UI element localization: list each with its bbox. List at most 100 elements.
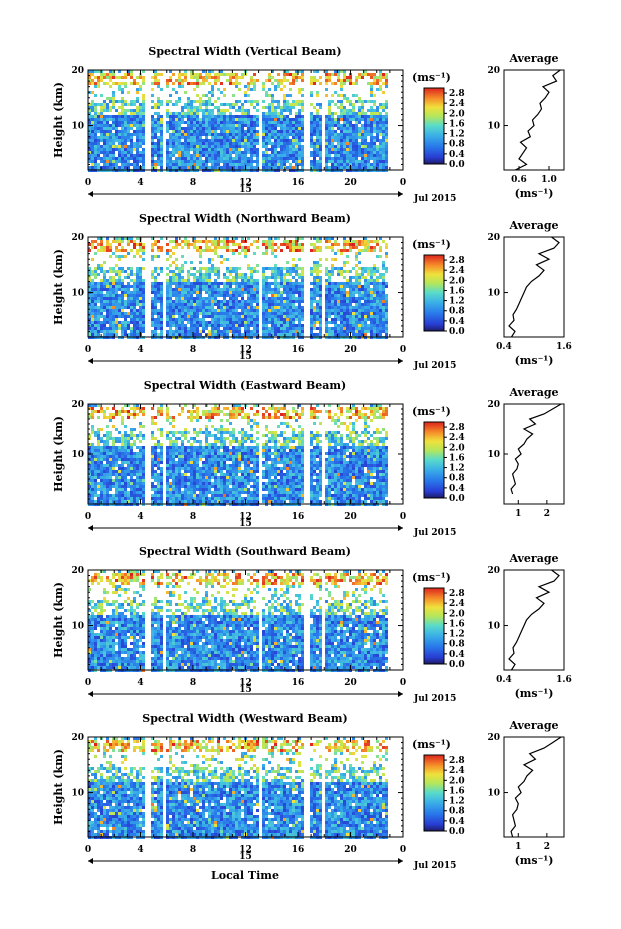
x-tick-label: 20: [344, 178, 357, 188]
colorbar-tick-label: 0.0: [449, 494, 465, 504]
heatmap-cells: [88, 570, 388, 672]
x-tick-label: 8: [190, 512, 196, 522]
colorbar-tick-label: 0.0: [449, 827, 465, 837]
y-tick-label: 20: [71, 566, 84, 576]
heatmap-cells: [88, 737, 388, 839]
date-label: Jul 2015: [413, 361, 456, 371]
panel-1: Spectral Width (Vertical Beam) 0 4 8 12 16 20 0…: [52, 45, 565, 204]
colorbar-tick-label: 0.8: [449, 807, 465, 817]
date-label: Jul 2015: [413, 528, 456, 538]
average-x-label: (ms⁻¹): [515, 187, 554, 200]
colorbar-tick-label: 0.8: [449, 307, 465, 317]
colorbar-unit: (ms⁻¹): [412, 405, 451, 418]
colorbar: [424, 755, 444, 832]
colorbar-unit: (ms⁻¹): [412, 571, 451, 584]
x-tick-label: 0: [400, 178, 406, 188]
panel-3: Spectral Width (Eastward Beam)0 4 8 12 16 20 0…: [52, 379, 565, 538]
day-arrow-left: [88, 525, 93, 531]
date-label: Jul 2015: [413, 694, 456, 704]
x-tick-label: 0: [85, 178, 91, 188]
average-title: Average: [508, 219, 558, 232]
x-tick-label: 20: [344, 345, 357, 355]
day-label: 15: [239, 352, 252, 362]
day-label: 15: [239, 685, 252, 695]
average-frame: [503, 403, 565, 505]
day-arrow-left: [88, 191, 93, 197]
colorbar-tick-label: 2.0: [449, 109, 465, 119]
chart-title: Spectral Width (Vertical Beam): [148, 45, 341, 58]
day-label: 15: [239, 185, 252, 195]
y-tick-label: 20: [71, 400, 84, 410]
colorbar: [424, 422, 444, 499]
average-x-tick-label: 0.4: [496, 675, 512, 685]
average-frame: [503, 236, 565, 338]
x-tick-label: 0: [400, 345, 406, 355]
y-tick-label: 20: [71, 733, 84, 743]
colorbar-tick-label: 2.8: [449, 256, 465, 266]
colorbar-tick-label: 0.4: [449, 317, 465, 327]
colorbar-tick-label: 0.0: [449, 660, 465, 670]
x-tick-label: 8: [190, 845, 196, 855]
average-x-label: (ms⁻¹): [515, 687, 554, 700]
day-arrow-left: [88, 358, 93, 364]
average-y-tick-label: 10: [487, 122, 500, 132]
y-axis-label: Height (km): [52, 249, 65, 325]
colorbar-unit: (ms⁻¹): [412, 238, 451, 251]
y-tick-label: 10: [71, 622, 84, 632]
x-tick-label: 20: [344, 845, 357, 855]
colorbar-tick-label: 2.4: [449, 433, 465, 443]
panel-4: Spectral Width (Southward Beam) 0 4 8 12 16 20…: [52, 545, 572, 704]
x-tick-label: 0: [85, 512, 91, 522]
x-tick-label: 8: [190, 678, 196, 688]
x-tick-label: 4: [137, 512, 143, 522]
x-tick-label: 12: [239, 178, 252, 188]
panel-2: Spectral Width (Northward Beam) 0 4 8 12 16 20…: [52, 212, 572, 371]
colorbar-tick-label: 0.0: [449, 160, 465, 170]
average-x-tick-label: 1.6: [556, 675, 572, 685]
y-tick-label: 10: [71, 450, 84, 460]
colorbar: [424, 588, 444, 665]
x-tick-label: 0: [400, 678, 406, 688]
chart-title: Spectral Width (Northward Beam): [139, 212, 351, 225]
x-tick-label: 0: [85, 345, 91, 355]
panel-5: Spectral Width (Westward Beam)0 4 8 12 16 20 0…: [52, 712, 565, 871]
colorbar-frame: [423, 87, 445, 165]
y-axis-label: Height (km): [52, 749, 65, 825]
day-arrow-right: [398, 691, 403, 697]
colorbar-tick-label: 1.2: [449, 630, 465, 640]
day-arrow-left: [88, 858, 93, 864]
colorbar-tick-label: 2.8: [449, 589, 465, 599]
average-y-tick-label: 10: [487, 789, 500, 799]
x-tick-label: 12: [239, 678, 252, 688]
y-axis-label: Height (km): [52, 82, 65, 158]
x-tick-label: 0: [400, 512, 406, 522]
colorbar-tick-label: 0.4: [449, 817, 465, 827]
colorbar-tick-label: 2.4: [449, 766, 465, 776]
x-tick-label: 12: [239, 512, 252, 522]
colorbar-tick-label: 2.0: [449, 609, 465, 619]
average-y-tick-label: 20: [487, 733, 500, 743]
average-x-tick-label: 0.6: [511, 175, 527, 185]
average-frame: [503, 736, 565, 838]
heatmap-cells: [88, 404, 388, 506]
colorbar-tick-label: 0.8: [449, 474, 465, 484]
day-arrow-right: [398, 858, 403, 864]
day-arrow-right: [398, 358, 403, 364]
colorbar-tick-label: 1.6: [449, 619, 465, 629]
average-title: Average: [508, 386, 558, 399]
average-x-tick-label: 0.4: [496, 342, 512, 352]
x-tick-label: 0: [400, 845, 406, 855]
colorbar-tick-label: 1.6: [449, 453, 465, 463]
chart-title: Spectral Width (Southward Beam): [139, 545, 351, 558]
colorbar-frame: [423, 587, 445, 665]
day-arrow-right: [398, 191, 403, 197]
day-label: 15: [239, 852, 252, 862]
colorbar-tick-label: 2.4: [449, 99, 465, 109]
y-axis-label: Height (km): [52, 582, 65, 658]
day-arrow-right: [398, 525, 403, 531]
colorbar-tick-label: 2.0: [449, 443, 465, 453]
colorbar-tick-label: 2.4: [449, 599, 465, 609]
colorbar-tick-label: 0.4: [449, 650, 465, 660]
date-label: Jul 2015: [413, 861, 456, 871]
